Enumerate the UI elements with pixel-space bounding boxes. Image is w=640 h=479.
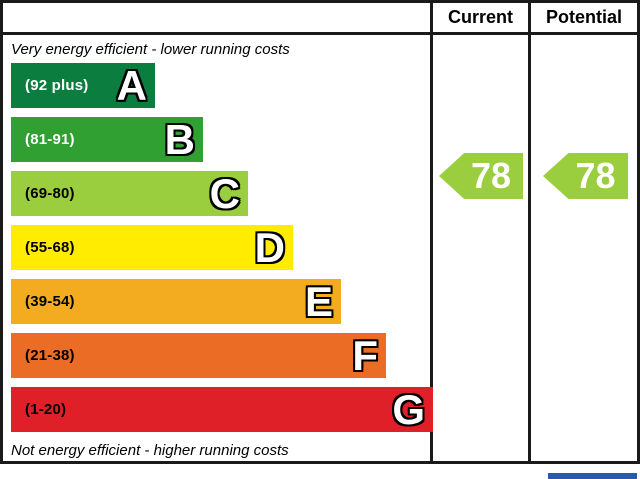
header-chart-spacer: [3, 3, 433, 32]
band-letter: A: [116, 61, 147, 109]
band-list: (92 plus) A (81-91) B (69-80) C (55-68) …: [11, 63, 433, 432]
bands-column: Very energy efficient - lower running co…: [3, 35, 433, 461]
header-cell-current: Current: [433, 3, 531, 32]
band-row-a: (92 plus) A: [11, 63, 155, 108]
potential-rating-value: 78: [575, 155, 616, 196]
band-range-label: (69-80): [25, 185, 75, 202]
band-row-b: (81-91) B: [11, 117, 203, 162]
band-range-label: (1-20): [25, 401, 67, 418]
band-row-e: (39-54) E: [11, 279, 341, 324]
band-letter: E: [304, 277, 333, 325]
band-range-label: (21-38): [25, 347, 75, 364]
current-column: 78: [433, 35, 531, 461]
band-range-label: (55-68): [25, 239, 75, 256]
band-letter: C: [209, 169, 240, 217]
footer-row: [0, 464, 640, 479]
column-header-potential: Potential: [545, 7, 622, 27]
header-cell-potential: Potential: [531, 3, 637, 32]
potential-column: 78: [531, 35, 637, 461]
rating-table: Current Potential Very energy efficient …: [0, 0, 640, 464]
column-header-current: Current: [447, 7, 513, 27]
current-rating-value: 78: [470, 155, 512, 196]
band-letter: F: [352, 331, 378, 379]
current-rating-arrow: 78: [439, 153, 523, 199]
band-row-f: (21-38) F: [11, 333, 386, 378]
caption-top: Very energy efficient - lower running co…: [11, 41, 290, 58]
caption-bottom: Not energy efficient - higher running co…: [11, 442, 289, 459]
potential-rating-arrow: 78: [543, 153, 628, 199]
band-letter: D: [254, 223, 285, 271]
header-row: Current Potential: [3, 3, 637, 35]
band-range-label: (39-54): [25, 293, 75, 310]
eu-directive-box: [548, 473, 637, 479]
band-letter: B: [164, 115, 195, 163]
band-range-label: (92 plus): [25, 77, 89, 94]
band-row-d: (55-68) D: [11, 225, 293, 270]
band-letter: G: [392, 385, 425, 433]
band-row-g: (1-20) G: [11, 387, 433, 432]
chart-body-row: Very energy efficient - lower running co…: [3, 35, 637, 461]
band-range-label: (81-91): [25, 131, 75, 148]
band-row-c: (69-80) C: [11, 171, 248, 216]
